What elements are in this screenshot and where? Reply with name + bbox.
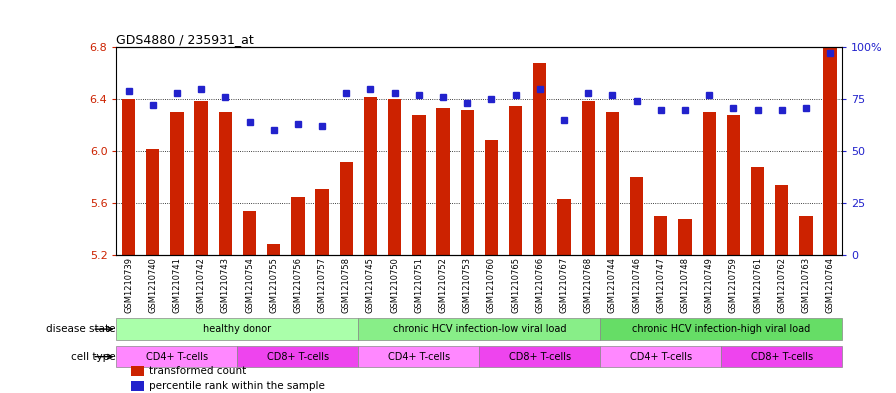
Bar [678,219,692,255]
Text: healthy donor: healthy donor [203,324,271,334]
Text: CD8+ T-cells: CD8+ T-cells [509,352,571,362]
Bar [509,106,522,255]
Bar [557,200,571,255]
Text: CD4+ T-cells: CD4+ T-cells [630,352,692,362]
Bar [358,318,600,340]
Bar [388,99,401,255]
Text: cell type: cell type [71,352,116,362]
Text: chronic HCV infection-low viral load: chronic HCV infection-low viral load [392,324,566,334]
Bar [122,99,135,255]
Bar [727,115,740,255]
Bar [654,217,668,255]
Bar [219,112,232,255]
Bar [116,346,237,367]
Text: disease state: disease state [46,324,116,334]
Bar [799,217,813,255]
Bar [775,185,788,255]
Bar [600,346,721,367]
Text: CD4+ T-cells: CD4+ T-cells [388,352,450,362]
Bar [131,381,144,391]
Bar [358,346,479,367]
Bar [582,101,595,255]
Bar [630,177,643,255]
Bar [436,108,450,255]
Bar [606,112,619,255]
Bar [533,63,547,255]
Bar [364,97,377,255]
Text: percentile rank within the sample: percentile rank within the sample [149,381,325,391]
Bar [600,318,842,340]
Bar [315,189,329,255]
Bar [243,211,256,255]
Bar [267,244,280,255]
Bar [237,346,358,367]
Bar [340,162,353,255]
Bar [146,149,159,255]
Text: chronic HCV infection-high viral load: chronic HCV infection-high viral load [633,324,810,334]
Bar [479,346,600,367]
Bar [412,115,426,255]
Bar [485,140,498,255]
Bar [170,112,184,255]
Bar [116,318,358,340]
Bar [702,112,716,255]
Text: CD4+ T-cells: CD4+ T-cells [146,352,208,362]
Text: transformed count: transformed count [149,366,246,376]
Bar [291,197,305,255]
Text: CD8+ T-cells: CD8+ T-cells [267,352,329,362]
Bar [721,346,842,367]
Bar [131,366,144,376]
Bar [823,34,837,255]
Text: GDS4880 / 235931_at: GDS4880 / 235931_at [116,33,254,46]
Text: CD8+ T-cells: CD8+ T-cells [751,352,813,362]
Bar [751,167,764,255]
Bar [461,110,474,255]
Bar [194,101,208,255]
